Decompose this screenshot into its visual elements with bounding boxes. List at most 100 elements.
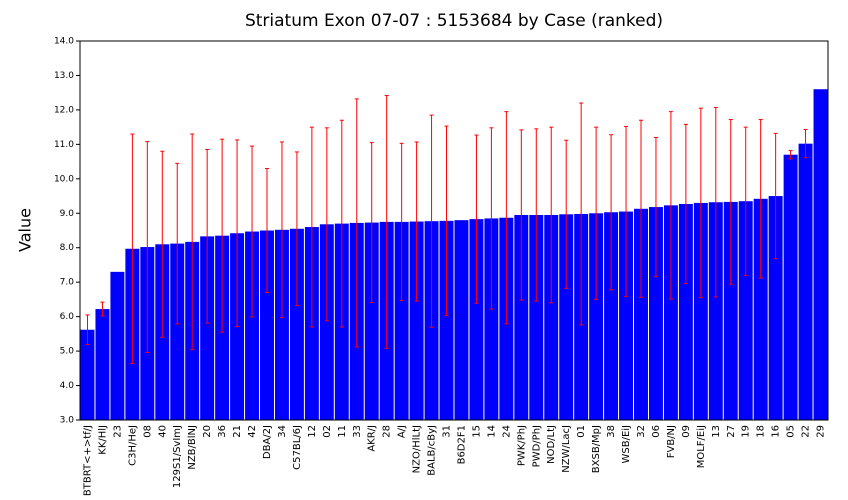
x-tick-label: 09 [681, 425, 692, 438]
y-tick-label: 4.0 [60, 381, 75, 391]
x-tick-label: 20 [202, 425, 213, 438]
plot-frame [79, 40, 829, 421]
x-tick-label: 13 [711, 425, 722, 438]
bar [514, 214, 529, 420]
x-tick-label: C57BL/6J [292, 425, 303, 470]
bar [289, 228, 304, 420]
bar [469, 219, 484, 420]
bar [783, 154, 798, 420]
bar [753, 198, 768, 420]
x-tick-label: 06 [651, 425, 662, 438]
x-tick-label: 32 [636, 425, 647, 438]
x-tick-label: 42 [247, 425, 258, 438]
bar [245, 231, 260, 420]
bar [663, 205, 678, 420]
bar [454, 220, 469, 420]
x-tick-label: 29 [816, 425, 827, 438]
bar [723, 201, 738, 420]
x-tick-label: NZW/LacJ [561, 425, 572, 473]
x-tick-label: PWD/PhJ [531, 425, 542, 467]
bar [484, 218, 499, 420]
x-tick-label: 18 [756, 425, 767, 438]
x-tick-label: NOD/LtJ [546, 425, 557, 464]
y-tick-label: 5.0 [60, 347, 75, 357]
bar [559, 214, 574, 420]
bar [319, 224, 334, 420]
bar [678, 203, 693, 420]
x-tick-label: MOLF/EiJ [696, 425, 707, 468]
x-tick-label: 129S1/SvImJ [172, 425, 183, 488]
y-tick-label: 12.0 [54, 105, 74, 115]
x-tick-label: 02 [322, 425, 333, 438]
x-tick-label: 01 [576, 425, 587, 438]
bar [200, 236, 215, 420]
bar [260, 230, 274, 420]
x-tick-label: 15 [471, 425, 482, 438]
x-tick-label: 24 [501, 425, 512, 438]
bar [529, 214, 544, 420]
y-tick-label: 6.0 [60, 312, 75, 322]
x-tick-label: A/J [397, 425, 408, 438]
x-tick-label: 19 [741, 425, 752, 438]
x-tick-label: 11 [337, 425, 348, 438]
x-tick-label: 16 [771, 425, 782, 438]
bar [648, 207, 663, 420]
bar [813, 89, 828, 421]
x-tick-label: B6D2F1 [456, 425, 467, 464]
bar [634, 208, 648, 420]
x-tick-label: 33 [352, 425, 363, 438]
bar [798, 143, 813, 420]
x-tick-label: 23 [112, 425, 123, 438]
x-tick-label: FVB/NJ [666, 425, 677, 458]
bar [708, 202, 723, 420]
bar [768, 196, 783, 420]
x-tick-label: KK/HlJ [97, 425, 108, 455]
x-tick-label: 28 [382, 425, 393, 438]
x-tick-label: 31 [442, 425, 453, 438]
x-tick-label: 38 [606, 425, 617, 438]
bar [95, 309, 110, 420]
x-tick-label: 27 [726, 425, 737, 438]
chart-title: Striatum Exon 07-07 : 5153684 by Case (r… [245, 11, 663, 31]
y-tick-label: 7.0 [60, 278, 75, 288]
bar [738, 201, 753, 420]
x-tick-label: BALB/cByJ [427, 425, 438, 476]
x-tick-label: C3H/HeJ [127, 425, 138, 466]
bar [544, 214, 559, 420]
bar [364, 222, 379, 420]
bar [274, 229, 289, 420]
bar [439, 220, 454, 420]
y-tick-label: 10.0 [54, 174, 74, 184]
x-tick-label: 05 [786, 425, 797, 438]
bar [110, 271, 125, 420]
bar [80, 329, 95, 420]
bar [693, 202, 708, 420]
x-tick-label: 36 [217, 425, 228, 438]
y-tick-label: 8.0 [60, 243, 75, 253]
x-tick-label: WSB/EiJ [621, 425, 632, 464]
x-tick-label: AKR/J [367, 425, 378, 452]
x-tick-label: BTBRT<+>tf/J [82, 425, 93, 496]
bar [604, 212, 619, 420]
x-tick-label: 08 [142, 425, 153, 438]
y-tick-label: 9.0 [60, 209, 75, 219]
y-tick-label: 14.0 [54, 37, 74, 47]
x-tick-label: NZB/BlNJ [187, 425, 198, 470]
bar [394, 221, 409, 420]
x-tick-label: 40 [157, 425, 168, 438]
x-tick-label: DBA/2J [262, 425, 273, 459]
x-tick-label: 22 [801, 425, 812, 438]
x-tick-label: 14 [486, 425, 497, 438]
bar [589, 213, 604, 420]
y-axis-label: Value [16, 208, 35, 252]
bar [619, 211, 634, 420]
y-tick-label: 11.0 [54, 140, 74, 150]
bar [409, 221, 424, 420]
bar [170, 243, 185, 420]
x-tick-label: BXSB/MpJ [591, 425, 602, 473]
x-tick-label: NZO/HlLtJ [412, 425, 423, 473]
y-tick-label: 3.0 [60, 416, 75, 426]
y-tick-label: 13.0 [54, 71, 74, 81]
x-tick-label: PWK/PhJ [516, 425, 527, 466]
